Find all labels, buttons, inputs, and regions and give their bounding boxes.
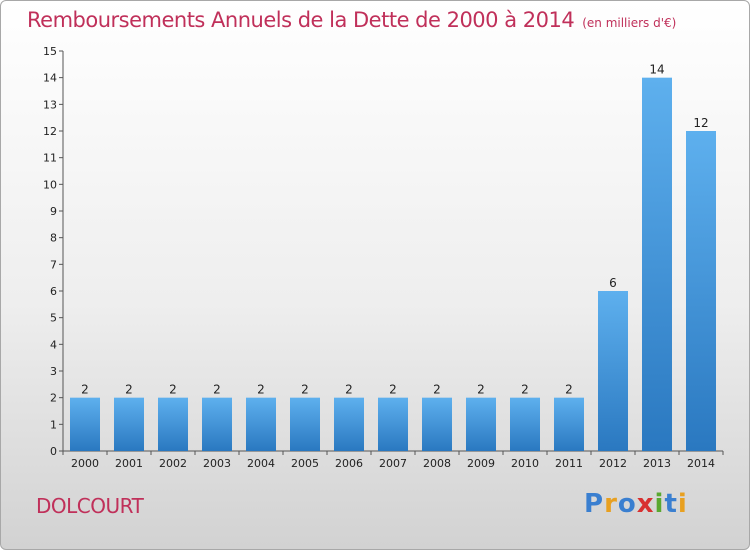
bar-value-label: 2 (477, 383, 485, 397)
x-tick-label: 2003 (203, 457, 231, 470)
y-tick-label: 6 (50, 285, 57, 298)
bar (246, 397, 276, 451)
y-tick-label: 0 (50, 445, 57, 458)
logo-letter: P (584, 489, 605, 519)
x-tick-label: 2006 (335, 457, 363, 470)
x-tick-label: 2012 (599, 457, 627, 470)
x-tick-label: 2009 (467, 457, 495, 470)
bar-value-label: 2 (169, 383, 177, 397)
unit-note: (en milliers d'€) (582, 16, 677, 30)
x-tick-label: 2011 (555, 457, 583, 470)
bar-value-label: 2 (213, 383, 221, 397)
bar-value-label: 2 (565, 383, 573, 397)
x-tick-label: 2010 (511, 457, 539, 470)
bar (642, 77, 672, 452)
y-tick-label: 12 (43, 125, 57, 138)
x-tick-label: 2002 (159, 457, 187, 470)
x-tick-label: 2005 (291, 457, 319, 470)
bar (554, 397, 584, 451)
y-tick-label: 13 (43, 98, 57, 111)
y-tick-label: 7 (50, 258, 57, 271)
bar (114, 397, 144, 451)
logo-letter: t (664, 489, 678, 519)
x-tick-label: 2014 (687, 457, 715, 470)
logo-letter: o (617, 489, 637, 519)
y-tick-label: 10 (43, 178, 57, 191)
bar (158, 397, 188, 451)
bar (422, 397, 452, 451)
logo-letter: x (636, 489, 655, 519)
y-tick-label: 8 (50, 232, 57, 245)
chart-title: Remboursements Annuels de la Dette de 20… (27, 8, 676, 32)
x-tick-label: 2013 (643, 457, 671, 470)
logo-letter: r (604, 489, 618, 519)
bar-value-label: 14 (649, 63, 664, 77)
logo-letter: i (677, 489, 688, 519)
y-tick-label: 14 (43, 72, 57, 85)
bar-value-label: 2 (81, 383, 89, 397)
bar-value-label: 2 (257, 383, 265, 397)
logo-letter: i (654, 489, 665, 519)
bar (466, 397, 496, 451)
title-text: Remboursements Annuels de la Dette de 20… (27, 8, 575, 32)
y-tick-label: 2 (50, 392, 57, 405)
y-tick-label: 1 (50, 418, 57, 431)
bars: 2 2 2 2 2 2 2 2 2 2 2 2 6 14 12 (70, 63, 716, 452)
bar-value-label: 6 (609, 276, 617, 290)
bar (598, 291, 628, 451)
x-tick-label: 2004 (247, 457, 275, 470)
bar-value-label: 2 (389, 383, 397, 397)
bar-value-label: 2 (345, 383, 353, 397)
bar (290, 397, 320, 451)
y-tick-label: 3 (50, 365, 57, 378)
bar-value-label: 2 (521, 383, 529, 397)
y-tick-label: 5 (50, 312, 57, 325)
commune-name: DOLCOURT (36, 494, 144, 518)
bar-value-label: 12 (693, 116, 708, 130)
bar-value-label: 2 (301, 383, 309, 397)
y-tick-label: 15 (43, 45, 57, 58)
x-tick-label: 2007 (379, 457, 407, 470)
bar (334, 397, 364, 451)
x-tick-label: 2001 (115, 457, 143, 470)
x-tick-label: 2000 (71, 457, 99, 470)
y-tick-label: 11 (43, 152, 57, 165)
bar-value-label: 2 (433, 383, 441, 397)
bar (378, 397, 408, 451)
x-tick-label: 2008 (423, 457, 451, 470)
bar-value-label: 2 (125, 383, 133, 397)
bar (202, 397, 232, 451)
bar (510, 397, 540, 451)
y-tick-label: 9 (50, 205, 57, 218)
bar (70, 397, 100, 451)
y-tick-label: 4 (50, 338, 57, 351)
bar (686, 131, 716, 451)
proxiti-logo: Proxiti (584, 489, 688, 519)
